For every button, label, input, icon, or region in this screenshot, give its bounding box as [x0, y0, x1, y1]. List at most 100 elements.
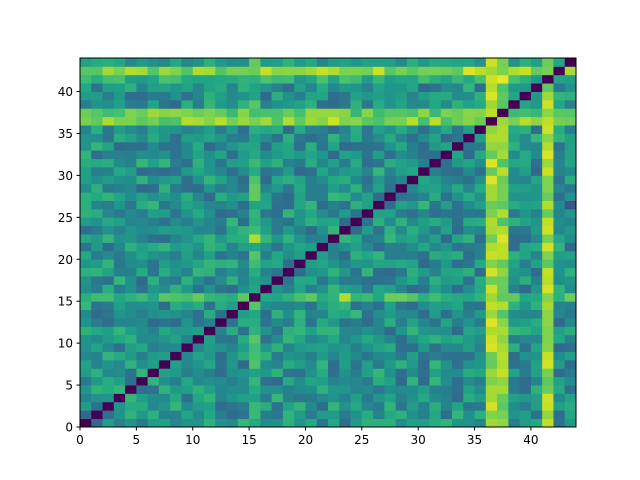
- heatmap-cell: [260, 242, 273, 252]
- heatmap-cell: [361, 217, 374, 227]
- heatmap-cell: [294, 309, 306, 319]
- heatmap-cell: [474, 267, 487, 277]
- heatmap-cell: [406, 58, 419, 67]
- heatmap-cell: [519, 125, 532, 134]
- heatmap-cell: [474, 217, 487, 227]
- heatmap-cell: [564, 58, 577, 67]
- heatmap-cell: [361, 141, 374, 151]
- heatmap-cell: [158, 83, 171, 92]
- heatmap-cell: [429, 368, 442, 378]
- heatmap-cell: [440, 376, 453, 386]
- heatmap-cell: [395, 175, 408, 185]
- heatmap-cell: [485, 141, 498, 151]
- heatmap-cell: [102, 234, 115, 243]
- heatmap-cell: [553, 242, 566, 252]
- y-tick-label: 20: [58, 253, 73, 267]
- heatmap-cell: [80, 276, 92, 285]
- heatmap-cell: [282, 175, 295, 185]
- heatmap-cell: [170, 192, 182, 201]
- heatmap-cell: [260, 317, 273, 327]
- heatmap-cell: [215, 326, 227, 336]
- heatmap-cell: [384, 192, 397, 201]
- heatmap-cell: [158, 309, 171, 319]
- heatmap-cell: [237, 167, 250, 176]
- heatmap-cell: [147, 83, 160, 92]
- heatmap-cell: [181, 385, 194, 394]
- heatmap-cell: [429, 133, 442, 143]
- heatmap-cell: [91, 234, 103, 243]
- heatmap-cell: [125, 301, 137, 310]
- heatmap-cell: [497, 334, 509, 344]
- heatmap-cell: [282, 276, 295, 285]
- heatmap-cell: [282, 99, 295, 109]
- heatmap-cell: [542, 292, 554, 302]
- heatmap-cell: [170, 200, 182, 210]
- heatmap-cell: [192, 208, 205, 218]
- heatmap-cell: [158, 385, 171, 394]
- heatmap-cell: [463, 368, 475, 378]
- heatmap-cell: [339, 376, 351, 386]
- heatmap-cell: [429, 276, 442, 285]
- heatmap-cell: [406, 376, 419, 386]
- heatmap-cell: [271, 343, 284, 352]
- heatmap-cell: [181, 368, 194, 378]
- heatmap-cell: [316, 108, 329, 118]
- heatmap-cell: [181, 66, 194, 76]
- heatmap-cell: [429, 208, 442, 218]
- heatmap-cell: [564, 317, 577, 327]
- heatmap-cell: [260, 385, 273, 394]
- heatmap-cell: [226, 141, 239, 151]
- heatmap-cell: [339, 317, 351, 327]
- heatmap-cell: [564, 141, 577, 151]
- heatmap-cell: [271, 66, 284, 76]
- heatmap-cell: [440, 242, 453, 252]
- heatmap-cell: [215, 317, 227, 327]
- heatmap-cell: [508, 167, 521, 176]
- heatmap-cell: [553, 292, 566, 302]
- heatmap-cell: [542, 351, 554, 361]
- heatmap-cell: [249, 192, 261, 201]
- heatmap-cell: [215, 175, 227, 185]
- heatmap-cell: [542, 125, 554, 134]
- heatmap-cell: [192, 401, 205, 411]
- heatmap-cell: [350, 167, 363, 176]
- heatmap-cell: [170, 401, 182, 411]
- heatmap-cell: [474, 343, 487, 352]
- heatmap-cell: [542, 225, 554, 235]
- heatmap-cell: [440, 167, 453, 176]
- heatmap-cell: [170, 284, 182, 294]
- heatmap-cell: [564, 158, 577, 168]
- heatmap-cell: [260, 292, 273, 302]
- heatmap-cell: [237, 334, 250, 344]
- heatmap-cell: [497, 393, 509, 403]
- x-tick-label: 35: [467, 433, 482, 447]
- heatmap-cell: [147, 343, 160, 352]
- heatmap-cell: [294, 208, 306, 218]
- heatmap-cell: [395, 242, 408, 252]
- heatmap-cell: [113, 326, 126, 336]
- heatmap-cell: [339, 225, 351, 235]
- heatmap-cell: [530, 301, 543, 310]
- heatmap-cell: [497, 91, 509, 101]
- heatmap-cell: [474, 359, 487, 369]
- heatmap-cell: [316, 217, 329, 227]
- heatmap-cell: [519, 343, 532, 352]
- heatmap-cell: [440, 150, 453, 160]
- heatmap-cell: [519, 301, 532, 310]
- heatmap-cell: [485, 326, 498, 336]
- heatmap-cell: [80, 183, 92, 193]
- heatmap-cell: [395, 225, 408, 235]
- heatmap-cell: [440, 217, 453, 227]
- heatmap-cell: [147, 234, 160, 243]
- heatmap-cell: [249, 133, 261, 143]
- heatmap-cell: [80, 334, 92, 344]
- heatmap-cell: [282, 141, 295, 151]
- heatmap-cell: [136, 175, 149, 185]
- heatmap-cell: [373, 167, 385, 176]
- heatmap-cell: [136, 234, 149, 243]
- heatmap-cell: [147, 225, 160, 235]
- heatmap-cell: [215, 401, 227, 411]
- heatmap-cell: [530, 192, 543, 201]
- heatmap-cell: [463, 175, 475, 185]
- heatmap-cell: [463, 83, 475, 92]
